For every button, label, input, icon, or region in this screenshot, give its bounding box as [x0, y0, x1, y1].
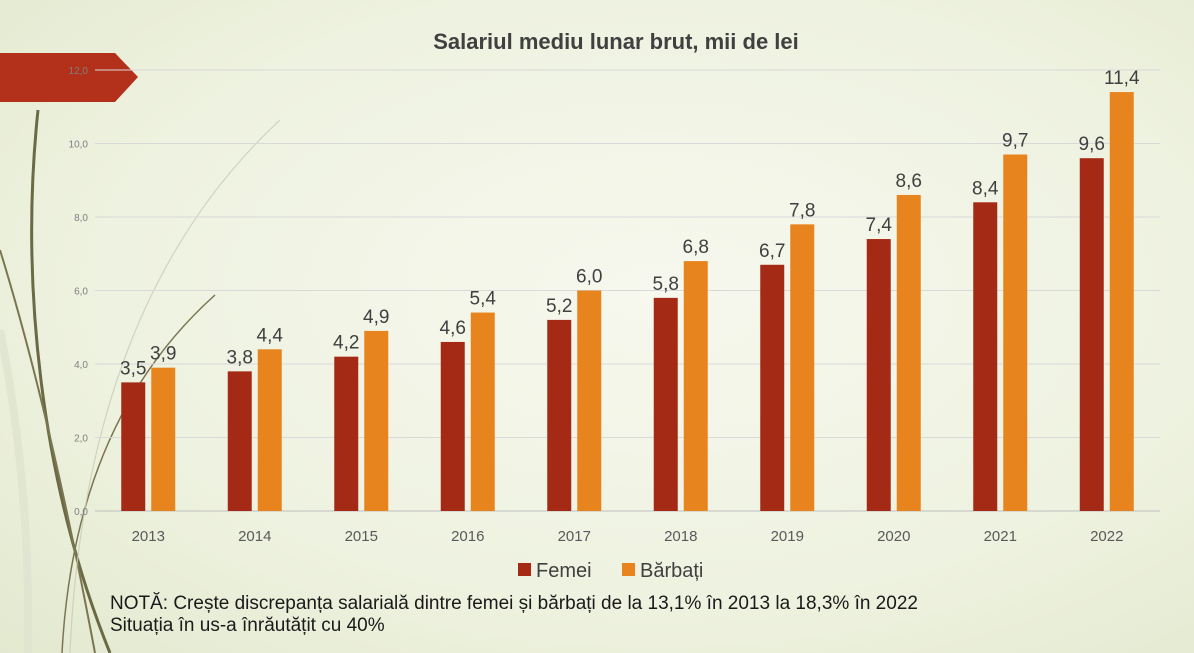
- data-label-femei-2015: 4,2: [333, 333, 359, 354]
- data-label-barbati-2013: 3,9: [150, 344, 176, 365]
- swoosh-line: [61, 294, 216, 653]
- bar-barbati-2014: [257, 349, 282, 511]
- y-tick-label: 0,0: [74, 507, 88, 518]
- bar-femei-2015: [334, 356, 359, 511]
- y-tick-label: 8,0: [74, 213, 88, 224]
- data-label-femei-2017: 5,2: [546, 296, 572, 317]
- bars: [121, 92, 1134, 512]
- bar-barbati-2016: [470, 312, 495, 511]
- swoosh-line: [69, 119, 281, 653]
- bar-barbati-2022: [1109, 92, 1134, 512]
- data-label-barbati-2018: 6,8: [683, 237, 709, 258]
- bar-femei-2020: [866, 239, 891, 512]
- y-tick-label: 10,0: [69, 140, 89, 151]
- x-tick-label: 2017: [558, 528, 591, 545]
- x-tick-label: 2019: [771, 528, 804, 545]
- x-tick-label: 2014: [238, 528, 271, 545]
- x-tick-label: 2021: [984, 528, 1017, 545]
- data-label-femei-2018: 5,8: [653, 274, 679, 295]
- note-line-1: NOTĂ: Crește discrepanța salarială dintr…: [110, 593, 918, 614]
- x-tick-label: 2015: [345, 528, 378, 545]
- data-label-barbati-2017: 6,0: [576, 267, 602, 288]
- swoosh-line: [0, 249, 96, 653]
- gridlines: [95, 69, 1160, 512]
- x-tick-label: 2020: [877, 528, 910, 545]
- y-tick-label: 2,0: [74, 434, 88, 445]
- data-label-barbati-2015: 4,9: [363, 307, 389, 328]
- data-label-barbati-2014: 4,4: [257, 325, 284, 346]
- bar-barbati-2017: [577, 290, 602, 511]
- x-tick-label: 2016: [451, 528, 484, 545]
- data-label-femei-2021: 8,4: [972, 178, 999, 199]
- data-label-femei-2019: 6,7: [759, 241, 785, 262]
- x-tick-label: 2018: [664, 528, 697, 545]
- bar-femei-2014: [227, 371, 252, 511]
- bar-barbati-2019: [790, 224, 815, 511]
- note-text: NOTĂ: Crește discrepanța salarială dintr…: [110, 593, 1190, 637]
- swoosh-line: [0, 329, 33, 653]
- x-tick-label: 2022: [1090, 528, 1123, 545]
- data-label-femei-2022: 9,6: [1079, 134, 1105, 155]
- legend-label-femei: Femei: [536, 560, 592, 582]
- bar-femei-2019: [760, 264, 785, 511]
- data-label-barbati-2019: 7,8: [789, 200, 815, 221]
- legend: Femei Bărbați: [518, 560, 703, 582]
- x-tick-label: 2013: [132, 528, 165, 545]
- y-tick-label: 6,0: [74, 287, 88, 298]
- bar-femei-2013: [121, 382, 146, 511]
- data-label-barbati-2021: 9,7: [1002, 131, 1028, 152]
- y-tick-label: 12,0: [69, 66, 89, 77]
- bar-barbati-2015: [364, 330, 389, 511]
- chart-title: Salariul mediu lunar brut, mii de lei: [433, 29, 799, 54]
- legend-swatch-femei: [518, 563, 531, 576]
- bar-femei-2021: [973, 202, 998, 512]
- bar-barbati-2018: [683, 261, 708, 511]
- bar-femei-2016: [440, 341, 465, 511]
- data-label-femei-2014: 3,8: [227, 347, 253, 368]
- bar-barbati-2020: [896, 194, 921, 511]
- y-axis: 0,0 2,0 4,0 6,0 8,0 10,0 12,0: [69, 66, 89, 518]
- bar-barbati-2013: [151, 367, 176, 511]
- swoosh-line: [30, 109, 112, 653]
- bar-femei-2018: [653, 297, 678, 511]
- data-label-barbati-2022: 11,4: [1104, 68, 1140, 89]
- bar-barbati-2021: [1003, 154, 1028, 511]
- data-label-femei-2016: 4,6: [440, 318, 466, 339]
- bar-femei-2022: [1079, 158, 1104, 511]
- data-label-femei-2020: 7,4: [866, 215, 893, 236]
- y-tick-label: 4,0: [74, 360, 88, 371]
- legend-label-barbati: Bărbați: [640, 560, 703, 582]
- data-label-femei-2013: 3,5: [120, 358, 146, 379]
- note-line-2: Situația în us-a înrăutățit cu 40%: [110, 615, 385, 636]
- slide-banner: [0, 53, 138, 102]
- data-label-barbati-2016: 5,4: [470, 289, 497, 310]
- legend-swatch-barbati: [622, 563, 635, 576]
- data-labels: 3,53,9 3,84,4 4,24,94,65,4 5,26,0 5,86,8 6,77…: [120, 68, 1140, 379]
- data-label-barbati-2020: 8,6: [896, 171, 922, 192]
- bar-femei-2017: [547, 319, 572, 511]
- x-axis: 2013 2014 2015 2016 2017 2018 2019 2020 2021 2022: [132, 528, 1124, 545]
